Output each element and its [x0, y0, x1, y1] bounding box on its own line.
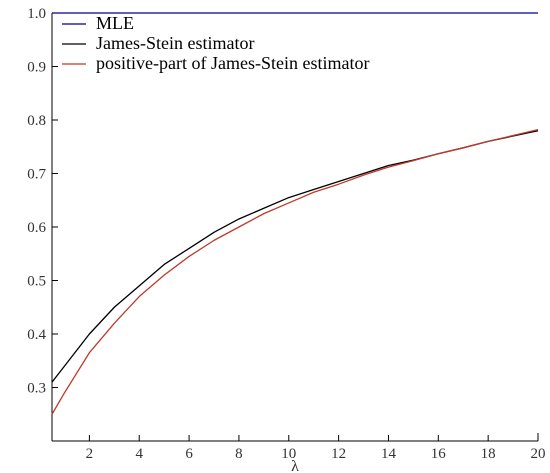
y-tick-label: 0.8 — [27, 113, 46, 129]
x-tick-label: 6 — [185, 446, 193, 462]
series-lines — [51, 12, 539, 415]
y-tick-label: 0.4 — [27, 327, 46, 343]
x-tick-label: 20 — [531, 446, 546, 462]
plot-area: 0.30.40.50.60.70.80.91.0 2 4 6 8 10 12 14 16 18 2… — [27, 6, 545, 462]
y-tick-label: 0.5 — [27, 274, 46, 290]
x-tick-label: 18 — [481, 446, 496, 462]
y-axis-ticks: 0.3 0.4 0.5 0.6 0.7 0.8 0.9 1.0 — [27, 6, 58, 397]
y-tick-label: 0.3 — [27, 381, 46, 397]
x-tick-label: 8 — [235, 446, 243, 462]
x-tick-label: 16 — [431, 446, 447, 462]
x-axis-title: λ — [291, 458, 299, 473]
x-axis-ticks: 2 4 6 8 10 12 14 16 18 20 — [86, 435, 546, 462]
legend-label-james-stein-estimator: James-Stein estimator — [96, 33, 254, 53]
y-tick-label: 1.0 — [27, 6, 46, 22]
legend-label-positive-part-of-james-stein-estimator: positive-part of James-Stein estimator — [96, 53, 369, 73]
legend-label-mle: MLE — [96, 13, 134, 33]
series-line-james-stein-estimator — [51, 130, 539, 383]
y-tick-label: 0.7 — [27, 167, 46, 183]
y-tick-label: 0.6 — [27, 220, 46, 236]
x-tick-label: 14 — [381, 446, 397, 462]
x-tick-label: 10 — [281, 446, 296, 462]
x-tick-label: 2 — [86, 446, 94, 462]
y-tick-label: 0.9 — [27, 60, 46, 76]
x-tick-label: 4 — [135, 446, 143, 462]
series-line-positive-part-of-james-stein-estimator — [51, 128, 539, 415]
x-tick-label: 12 — [331, 446, 346, 462]
